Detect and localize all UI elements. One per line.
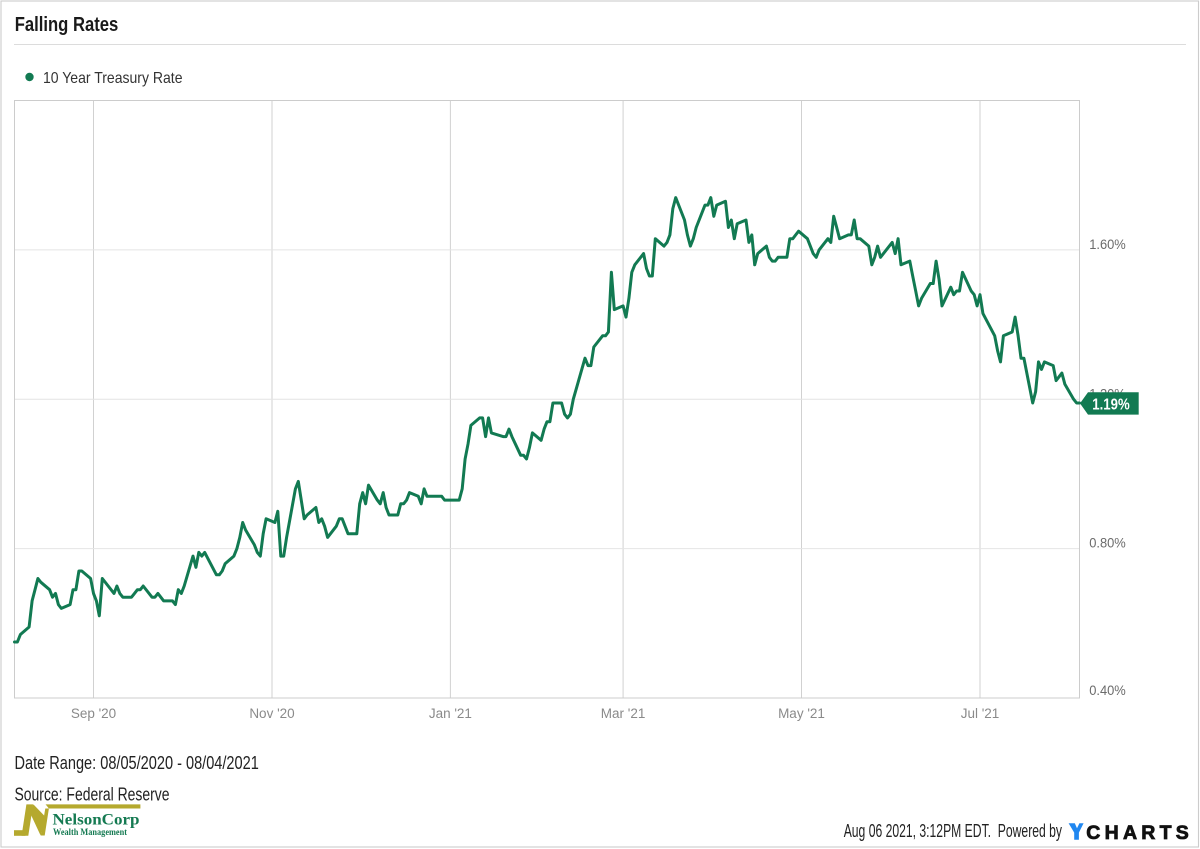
svg-text:Source: Federal Reserve: Source: Federal Reserve xyxy=(15,785,170,805)
svg-text:Date Range: 08/05/2020 - 08/04: Date Range: 08/05/2020 - 08/04/2021 xyxy=(15,753,259,773)
svg-text:Wealth Management: Wealth Management xyxy=(53,828,128,838)
svg-text:0.40%: 0.40% xyxy=(1089,683,1126,698)
svg-text:Aug 06 2021, 3:12PM EDT. Powe: Aug 06 2021, 3:12PM EDT. Powered by xyxy=(844,821,1062,841)
svg-text:1.19%: 1.19% xyxy=(1092,396,1129,413)
svg-text:Falling Rates: Falling Rates xyxy=(15,13,119,36)
svg-text:Sep '20: Sep '20 xyxy=(71,706,116,721)
svg-text:0.80%: 0.80% xyxy=(1089,536,1126,551)
svg-text:Jul '21: Jul '21 xyxy=(961,706,1000,721)
svg-text:NelsonCorp: NelsonCorp xyxy=(53,811,140,828)
svg-text:1.60%: 1.60% xyxy=(1089,237,1126,252)
svg-text:Mar '21: Mar '21 xyxy=(601,706,646,721)
svg-text:Nov '20: Nov '20 xyxy=(249,706,294,721)
svg-text:10 Year Treasury Rate: 10 Year Treasury Rate xyxy=(43,70,183,87)
svg-text:Jan '21: Jan '21 xyxy=(429,706,472,721)
svg-text:May '21: May '21 xyxy=(778,706,825,721)
